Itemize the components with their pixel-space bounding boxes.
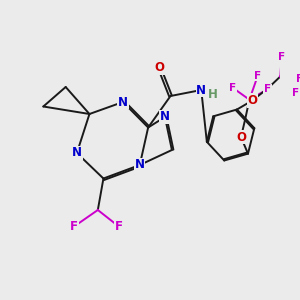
Text: F: F — [278, 52, 285, 62]
Text: F: F — [264, 84, 271, 94]
Text: N: N — [196, 83, 206, 97]
Text: F: F — [292, 88, 299, 98]
Text: F: F — [70, 220, 78, 233]
Text: F: F — [229, 83, 236, 93]
Text: O: O — [154, 61, 164, 74]
Text: N: N — [160, 110, 170, 124]
Text: N: N — [135, 158, 145, 172]
Text: O: O — [247, 94, 257, 107]
Text: F: F — [296, 74, 300, 85]
Text: N: N — [72, 146, 82, 160]
Text: O: O — [236, 131, 246, 144]
Text: N: N — [118, 95, 128, 109]
Text: H: H — [208, 88, 218, 101]
Text: F: F — [115, 220, 123, 233]
Text: F: F — [254, 71, 261, 81]
